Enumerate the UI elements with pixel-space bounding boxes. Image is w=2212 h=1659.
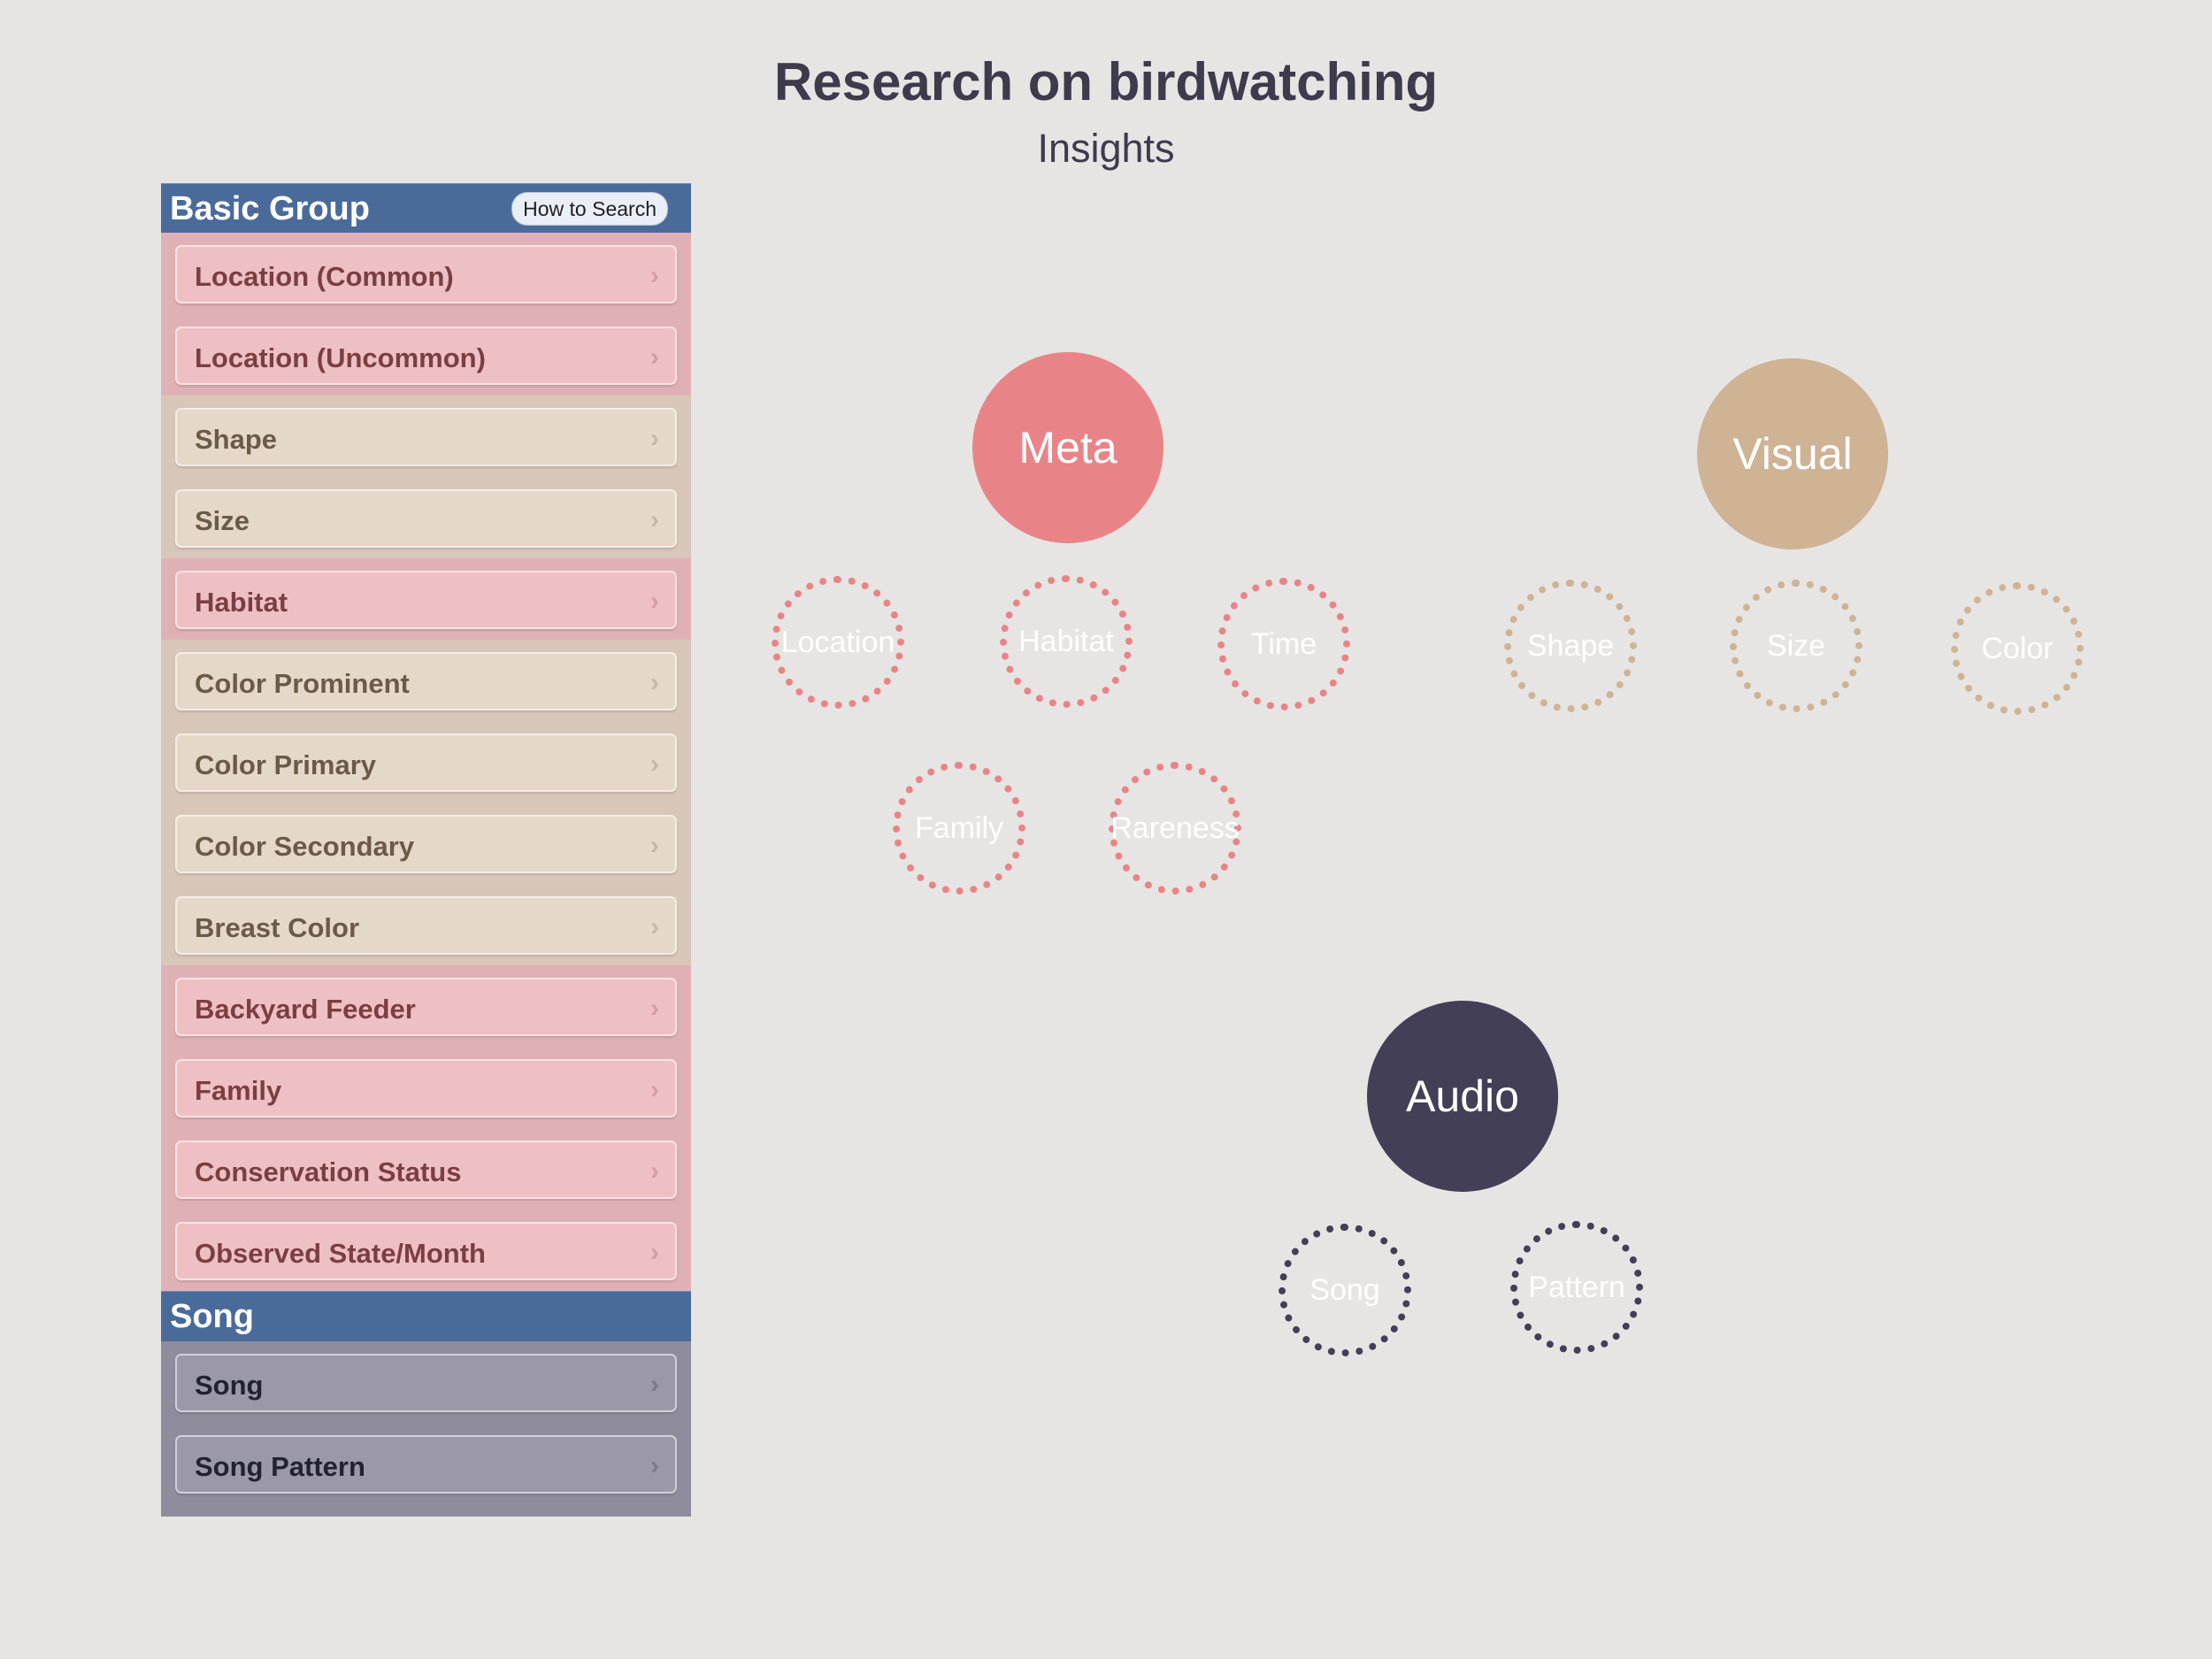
basic-group-header: Basic Group How to Search (161, 183, 691, 233)
list-item[interactable]: Shape › (161, 396, 691, 477)
list-item-label: Color Secondary (195, 831, 415, 862)
list-item-label: Location (Common) (195, 261, 454, 292)
list-item-label: Size (195, 505, 250, 536)
list-item-label: Shape (195, 424, 278, 455)
visual-node: Visual (1697, 358, 1888, 549)
song-group-label: Song (170, 1298, 254, 1335)
list-item[interactable]: Habitat › (161, 558, 691, 640)
page-title: Research on birdwatching (773, 52, 1439, 111)
meta-child-location: Location (772, 576, 904, 709)
list-item[interactable]: Backyard Feeder › (161, 965, 691, 1047)
chevron-right-icon: › (650, 1075, 659, 1104)
page-subtitle: Insights (1037, 126, 1175, 171)
list-item-label: Conservation Status (195, 1156, 462, 1187)
search-sidebar: Basic Group How to Search Location (Comm… (161, 183, 691, 1525)
list-item-label: Breast Color (195, 912, 360, 943)
visual-child-color: Color (1951, 582, 2084, 715)
list-item-label: Song (195, 1370, 264, 1401)
visual-child-size: Size (1730, 580, 1863, 712)
chevron-right-icon: › (650, 668, 659, 697)
list-item[interactable]: Breast Color › (161, 884, 691, 965)
chevron-right-icon: › (650, 831, 659, 860)
chevron-right-icon: › (650, 1451, 659, 1480)
chevron-right-icon: › (650, 342, 659, 372)
list-item-label: Location (Uncommon) (195, 342, 486, 373)
chevron-right-icon: › (650, 1156, 659, 1186)
meta-node: Meta (972, 352, 1164, 543)
list-item-label: Song Pattern (195, 1451, 365, 1482)
chevron-right-icon: › (650, 994, 659, 1023)
list-item-label: Color Primary (195, 749, 377, 780)
meta-child-family: Family (893, 762, 1025, 895)
list-item-label: Backyard Feeder (195, 994, 416, 1025)
list-item[interactable]: Color Prominent › (161, 640, 691, 721)
chevron-right-icon: › (650, 749, 659, 779)
list-item-label: Color Prominent (195, 668, 410, 699)
list-item[interactable]: Color Primary › (161, 721, 691, 803)
audio-node: Audio (1367, 1001, 1558, 1192)
audio-child-song: Song (1279, 1224, 1411, 1356)
list-item-label: Family (195, 1075, 282, 1106)
meta-child-time: Time (1217, 578, 1350, 710)
visual-child-shape: Shape (1504, 580, 1637, 712)
list-item[interactable]: Conservation Status › (161, 1128, 691, 1210)
meta-child-rareness: Rareness (1109, 762, 1241, 895)
chevron-right-icon: › (650, 424, 659, 453)
list-item[interactable]: Color Secondary › (161, 803, 691, 884)
meta-child-habitat: Habitat (1000, 575, 1133, 708)
chevron-right-icon: › (650, 1238, 659, 1267)
audio-child-pattern: Pattern (1510, 1221, 1643, 1354)
list-item[interactable]: Family › (161, 1047, 691, 1128)
list-item[interactable]: Song › (161, 1341, 691, 1423)
list-item[interactable]: Observed State/Month › (161, 1210, 691, 1291)
list-item[interactable]: Location (Uncommon) › (161, 314, 691, 396)
chevron-right-icon: › (650, 1370, 659, 1399)
chevron-right-icon: › (650, 912, 659, 941)
chevron-right-icon: › (650, 587, 659, 616)
list-item[interactable]: Location (Common) › (161, 233, 691, 314)
basic-group-label: Basic Group (170, 190, 370, 227)
list-item[interactable]: Size › (161, 477, 691, 558)
list-item-label: Habitat (195, 587, 288, 618)
how-to-search-button[interactable]: How to Search (511, 192, 668, 226)
song-group-header: Song (161, 1291, 691, 1341)
list-item[interactable]: Song Pattern › (161, 1423, 691, 1517)
chevron-right-icon: › (650, 261, 659, 290)
list-item-label: Observed State/Month (195, 1238, 486, 1269)
chevron-right-icon: › (650, 505, 659, 534)
